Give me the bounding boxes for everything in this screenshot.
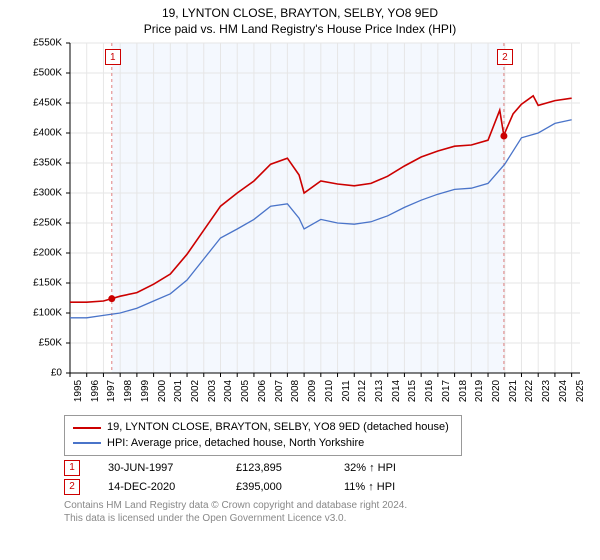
- record-date: 14-DEC-2020: [108, 481, 208, 493]
- record-price: £123,895: [236, 462, 316, 474]
- sale-record-row: 1 30-JUN-1997 £123,895 32% ↑ HPI: [64, 460, 590, 476]
- y-axis-label: £100K: [33, 308, 62, 319]
- x-axis-label: 2005: [240, 380, 251, 402]
- x-axis-label: 2019: [474, 380, 485, 402]
- record-delta: 11% ↑ HPI: [344, 481, 395, 493]
- attribution: Contains HM Land Registry data © Crown c…: [64, 499, 590, 525]
- y-axis-label: £300K: [33, 188, 62, 199]
- x-axis-label: 1997: [106, 380, 117, 402]
- legend-item: 19, LYNTON CLOSE, BRAYTON, SELBY, YO8 9E…: [73, 420, 453, 435]
- x-axis-label: 2013: [374, 380, 385, 402]
- x-axis-label: 2025: [575, 380, 586, 402]
- record-badge: 1: [64, 460, 80, 476]
- x-axis-label: 2016: [424, 380, 435, 402]
- y-axis-label: £550K: [33, 38, 62, 49]
- chart-annotation-badge: 2: [497, 49, 513, 65]
- x-axis-label: 1995: [73, 380, 84, 402]
- x-axis-label: 2009: [307, 380, 318, 402]
- chart-svg: [26, 39, 586, 409]
- chart-title: 19, LYNTON CLOSE, BRAYTON, SELBY, YO8 9E…: [10, 6, 590, 37]
- record-badge: 2: [64, 479, 80, 495]
- legend-item: HPI: Average price, detached house, Nort…: [73, 436, 453, 451]
- x-axis-label: 2007: [274, 380, 285, 402]
- footer-line1: Contains HM Land Registry data © Crown c…: [64, 499, 590, 512]
- y-axis-label: £450K: [33, 98, 62, 109]
- legend: 19, LYNTON CLOSE, BRAYTON, SELBY, YO8 9E…: [64, 415, 462, 456]
- sale-record-row: 2 14-DEC-2020 £395,000 11% ↑ HPI: [64, 479, 590, 495]
- x-axis-label: 2006: [257, 380, 268, 402]
- x-axis-label: 2014: [391, 380, 402, 402]
- x-axis-label: 2017: [441, 380, 452, 402]
- x-axis-label: 1999: [140, 380, 151, 402]
- x-axis-label: 2018: [458, 380, 469, 402]
- legend-label: 19, LYNTON CLOSE, BRAYTON, SELBY, YO8 9E…: [107, 420, 449, 435]
- legend-swatch: [73, 427, 101, 429]
- x-axis-label: 2012: [357, 380, 368, 402]
- title-line2: Price paid vs. HM Land Registry's House …: [10, 22, 590, 38]
- y-axis-label: £50K: [39, 338, 62, 349]
- x-axis-label: 2023: [541, 380, 552, 402]
- legend-label: HPI: Average price, detached house, Nort…: [107, 436, 364, 451]
- chart-annotation-badge: 1: [105, 49, 121, 65]
- y-axis-label: £0: [51, 368, 62, 379]
- title-line1: 19, LYNTON CLOSE, BRAYTON, SELBY, YO8 9E…: [10, 6, 590, 22]
- record-price: £395,000: [236, 481, 316, 493]
- footer-line2: This data is licensed under the Open Gov…: [64, 512, 590, 525]
- price-chart: £0 £50K £100K £150K £200K £250K £300K £350K £400…: [26, 39, 586, 409]
- x-axis-label: 2022: [524, 380, 535, 402]
- legend-swatch: [73, 442, 101, 444]
- y-axis-label: £350K: [33, 158, 62, 169]
- x-axis-label: 2011: [341, 380, 352, 402]
- y-axis-label: £200K: [33, 248, 62, 259]
- x-axis-label: 2000: [157, 380, 168, 402]
- y-axis-label: £500K: [33, 68, 62, 79]
- x-axis-label: 2003: [207, 380, 218, 402]
- y-axis-label: £150K: [33, 278, 62, 289]
- x-axis-label: 2002: [190, 380, 201, 402]
- x-axis-label: 1998: [123, 380, 134, 402]
- x-axis-label: 2020: [491, 380, 502, 402]
- x-axis-label: 2021: [508, 380, 519, 402]
- x-axis-label: 2004: [223, 380, 234, 402]
- x-axis-label: 1996: [90, 380, 101, 402]
- x-axis-label: 2015: [407, 380, 418, 402]
- y-axis-label: £250K: [33, 218, 62, 229]
- x-axis-label: 2024: [558, 380, 569, 402]
- x-axis-label: 2008: [290, 380, 301, 402]
- x-axis-label: 2010: [324, 380, 335, 402]
- x-axis-label: 2001: [173, 380, 184, 402]
- record-date: 30-JUN-1997: [108, 462, 208, 474]
- record-delta: 32% ↑ HPI: [344, 462, 396, 474]
- y-axis-label: £400K: [33, 128, 62, 139]
